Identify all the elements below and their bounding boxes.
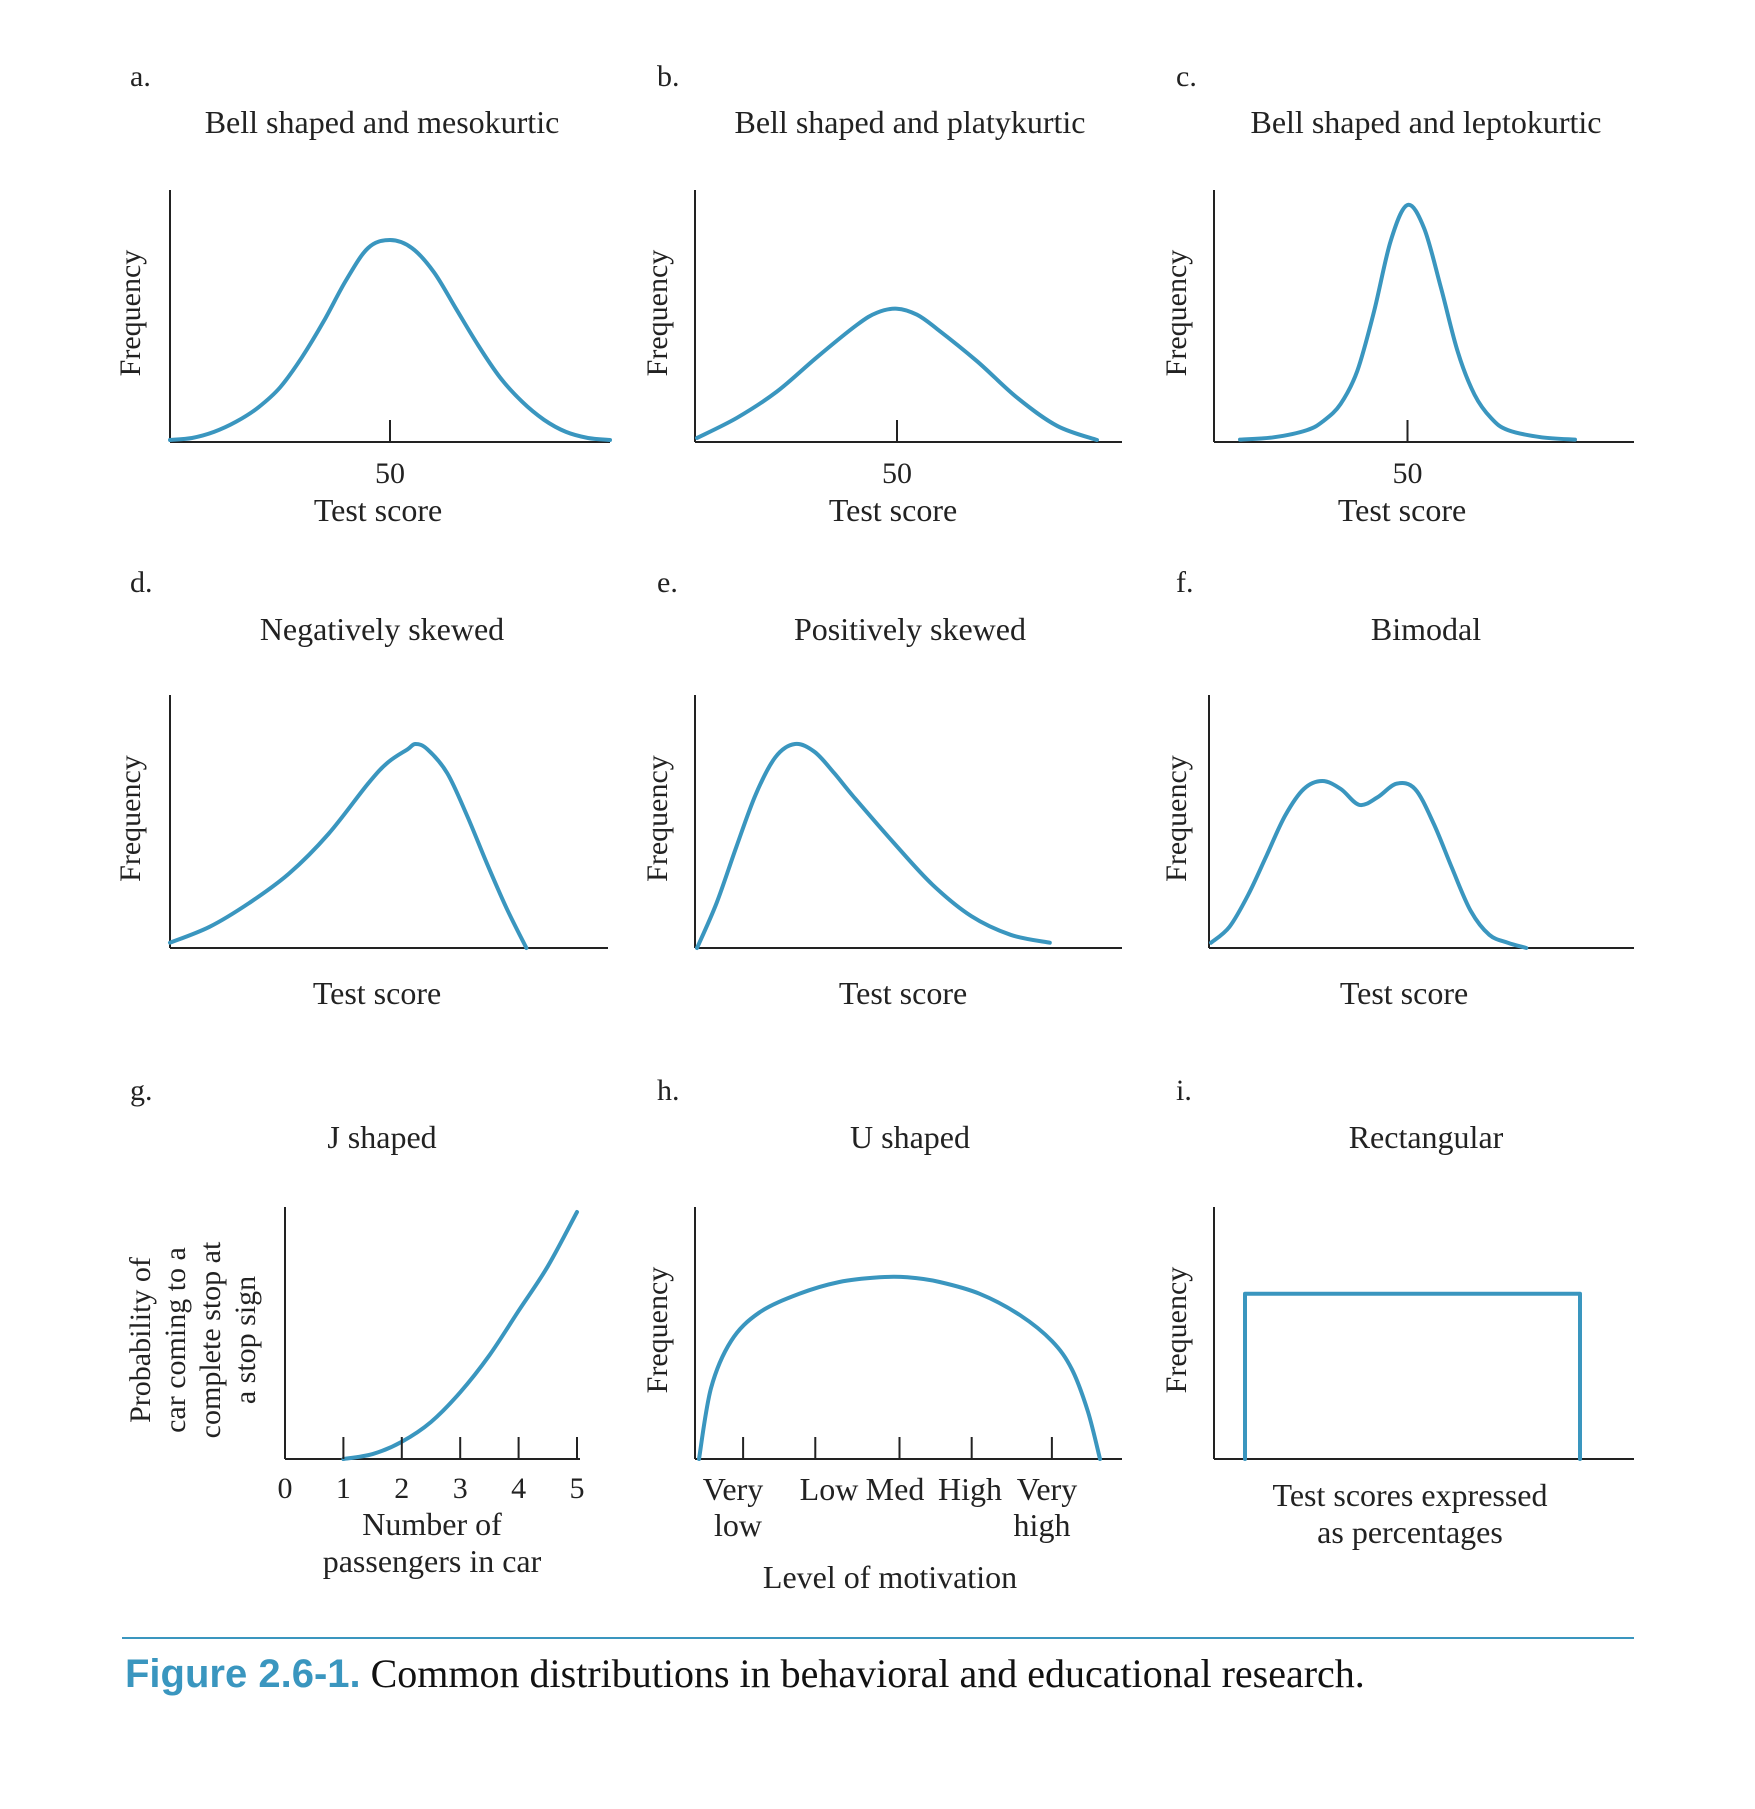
tick-label: 4 [511, 1472, 526, 1505]
tick-label: Low [800, 1471, 859, 1507]
x-axis-label: Level of motivation [763, 1559, 1017, 1595]
tick-label: 50 [1393, 457, 1423, 490]
panel-title: Bell shaped and platykurtic [734, 104, 1085, 140]
panel-label: a. [130, 60, 151, 93]
panel-label: b. [657, 60, 680, 93]
distribution-curve [697, 1274, 1102, 1461]
tick-label: 2 [394, 1472, 409, 1505]
panel-title: Bimodal [1371, 611, 1481, 647]
tick-label: 50 [882, 457, 912, 490]
tick-label: 5 [570, 1472, 585, 1505]
panel-label: i. [1176, 1074, 1192, 1107]
y-axis-label: Frequency [641, 250, 674, 377]
y-axis-label: a stop sign [229, 1276, 262, 1404]
distribution-curve [1209, 779, 1529, 950]
y-axis-label: Frequency [1160, 755, 1193, 882]
y-axis-label: car coming to a [159, 1247, 192, 1433]
y-axis-label: Frequency [1160, 1267, 1193, 1394]
figure-label: Figure 2.6-1. [125, 1652, 361, 1696]
distribution-curve [341, 1210, 579, 1461]
tick-label: high [1014, 1507, 1071, 1543]
tick-label: 0 [278, 1472, 293, 1505]
distribution-curve [168, 742, 529, 950]
panel-title: Positively skewed [794, 611, 1026, 647]
panel-label: f. [1176, 566, 1194, 599]
tick-label: Med [866, 1471, 925, 1507]
x-axis-label: Test score [314, 492, 442, 528]
x-axis-label: Number of [362, 1506, 502, 1542]
y-axis-label: Frequency [114, 755, 147, 882]
panel-title: Negatively skewed [260, 611, 504, 647]
x-axis-label: as percentages [1317, 1514, 1503, 1550]
x-axis-label: Test score [829, 492, 957, 528]
panel-title: Bell shaped and leptokurtic [1250, 104, 1601, 140]
tick-label: 3 [453, 1472, 468, 1505]
x-axis-label: Test score [313, 975, 441, 1011]
distribution-curve [695, 306, 1099, 442]
panel-label: h. [657, 1074, 680, 1107]
panel-e: e. Positively skewed Test score Frequency [641, 566, 1122, 1011]
y-axis-label: Frequency [641, 755, 674, 882]
distribution-curve [1238, 202, 1577, 442]
distribution-curve [168, 238, 612, 442]
panel-d: d. Negatively skewed Test score Frequency [114, 566, 608, 1011]
tick-label: 1 [336, 1472, 351, 1505]
y-axis-label: Frequency [114, 250, 147, 377]
caption-rule [122, 1637, 1634, 1639]
tick-label: 50 [375, 457, 405, 490]
figure-caption-text: Common distributions in behavioral and e… [370, 1651, 1365, 1696]
y-axis-label: Probability of [124, 1257, 157, 1423]
panel-label: c. [1176, 60, 1197, 93]
panel-label: e. [657, 566, 678, 599]
tick-label: Very [1017, 1471, 1077, 1507]
panel-f: f. Bimodal Test score Frequency [1160, 566, 1634, 1011]
x-axis-label: Test score [1338, 492, 1466, 528]
x-axis-label: Test score [1340, 975, 1468, 1011]
tick-label: low [714, 1507, 762, 1543]
tick-label: High [938, 1471, 1002, 1507]
figure-caption: Figure 2.6-1. Common distributions in be… [125, 1650, 1645, 1698]
y-axis-label: complete stop at [194, 1241, 227, 1438]
panel-title: Rectangular [1349, 1119, 1504, 1155]
y-axis-label: Frequency [1160, 250, 1193, 377]
x-axis-label: Test score [839, 975, 967, 1011]
panel-title: Bell shaped and mesokurtic [205, 104, 560, 140]
panel-title: U shaped [850, 1119, 970, 1155]
panel-label: g. [130, 1074, 153, 1107]
y-axis-label: Frequency [641, 1267, 674, 1394]
panel-label: d. [130, 566, 153, 599]
distribution-curve [1243, 1291, 1582, 1461]
distribution-curve [695, 741, 1052, 950]
tick-label: Very [703, 1471, 763, 1507]
x-axis-label: Test scores expressed [1273, 1477, 1548, 1513]
panel-title: J shaped [327, 1119, 436, 1155]
x-axis-label: passengers in car [323, 1543, 542, 1579]
